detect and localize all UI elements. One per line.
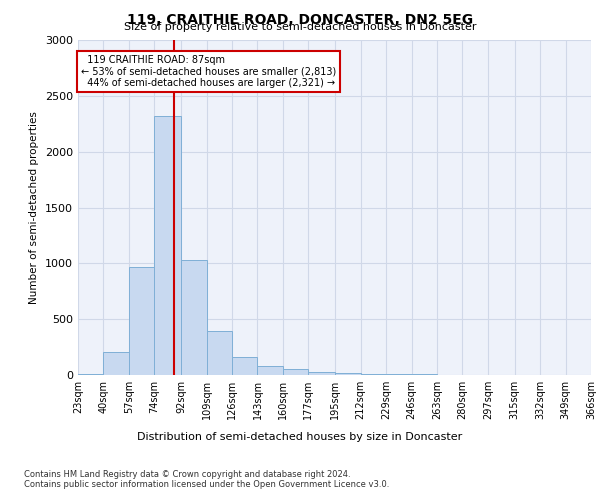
Text: Distribution of semi-detached houses by size in Doncaster: Distribution of semi-detached houses by … [137,432,463,442]
Bar [181,260,206,375]
Bar [283,369,308,375]
Bar [129,266,154,375]
Bar [308,372,335,375]
Text: 119, CRAITHIE ROAD, DONCASTER, DN2 5EG: 119, CRAITHIE ROAD, DONCASTER, DN2 5EG [127,12,473,26]
Bar [232,357,257,375]
Bar [78,374,103,375]
Text: Size of property relative to semi-detached houses in Doncaster: Size of property relative to semi-detach… [124,22,476,32]
Bar [206,332,232,375]
Text: Contains public sector information licensed under the Open Government Licence v3: Contains public sector information licen… [24,480,389,489]
Bar [335,374,361,375]
Bar [386,374,412,375]
Bar [257,366,283,375]
Text: 119 CRAITHIE ROAD: 87sqm  
← 53% of semi-detached houses are smaller (2,813)
  4: 119 CRAITHIE ROAD: 87sqm ← 53% of semi-d… [81,54,336,88]
Text: Contains HM Land Registry data © Crown copyright and database right 2024.: Contains HM Land Registry data © Crown c… [24,470,350,479]
Bar [103,352,129,375]
Bar [361,374,386,375]
Bar [154,116,181,375]
Bar [412,374,437,375]
Y-axis label: Number of semi-detached properties: Number of semi-detached properties [29,111,40,304]
